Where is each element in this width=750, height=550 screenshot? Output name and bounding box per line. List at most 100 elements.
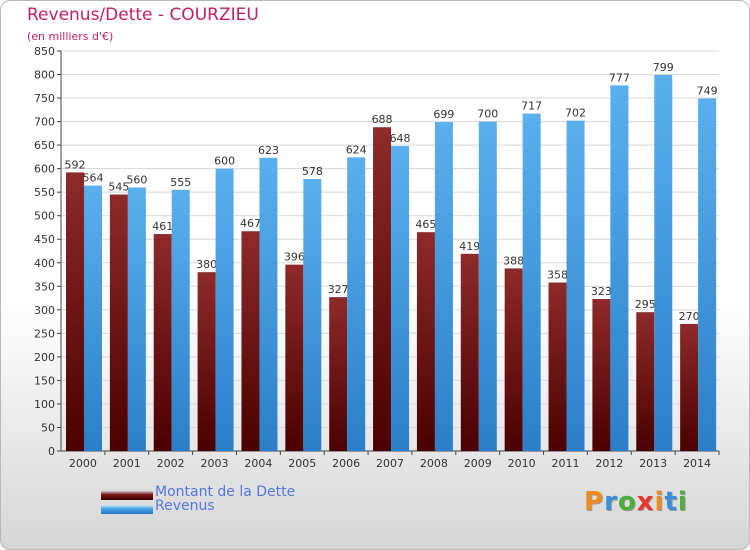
bar-debt bbox=[329, 297, 348, 451]
data-label-debt: 380 bbox=[196, 258, 217, 271]
y-tick-label: 150 bbox=[34, 374, 55, 387]
x-tick-label: 2006 bbox=[332, 457, 360, 470]
x-tick-label: 2007 bbox=[376, 457, 404, 470]
y-tick-label: 850 bbox=[34, 45, 55, 58]
data-label-debt: 323 bbox=[591, 285, 612, 298]
bar-revenue bbox=[434, 122, 453, 451]
legend-swatch-dette bbox=[101, 491, 153, 500]
bar-revenue bbox=[171, 189, 190, 451]
data-label-revenue: 749 bbox=[697, 85, 718, 98]
chart-subtitle: (en milliers d'€) bbox=[27, 30, 114, 43]
bar-debt bbox=[416, 232, 435, 451]
y-tick-label: 200 bbox=[34, 351, 55, 364]
data-label-revenue: 560 bbox=[126, 173, 147, 186]
bar-revenue bbox=[478, 121, 497, 452]
legend-label-dette: Montant de la Dette bbox=[155, 484, 296, 500]
x-tick-label: 2008 bbox=[420, 457, 448, 470]
data-label-debt: 592 bbox=[65, 158, 86, 171]
y-tick-label: 750 bbox=[34, 92, 55, 105]
bar-revenue bbox=[698, 98, 717, 451]
bar-debt bbox=[197, 272, 216, 451]
data-label-revenue: 799 bbox=[653, 61, 674, 74]
x-tick-label: 2005 bbox=[288, 457, 316, 470]
data-label-revenue: 717 bbox=[521, 100, 542, 113]
y-tick-label: 400 bbox=[34, 257, 55, 270]
data-label-debt: 688 bbox=[372, 113, 393, 126]
y-tick-label: 300 bbox=[34, 304, 55, 317]
x-tick-label: 2010 bbox=[508, 457, 536, 470]
y-tick-label: 100 bbox=[34, 398, 55, 411]
data-label-debt: 465 bbox=[415, 218, 436, 231]
bar-revenue bbox=[610, 85, 629, 452]
data-label-debt: 545 bbox=[108, 181, 129, 194]
bar-debt bbox=[680, 323, 699, 451]
bar-debt bbox=[153, 234, 172, 451]
x-tick-label: 2002 bbox=[157, 457, 185, 470]
data-label-revenue: 702 bbox=[565, 107, 586, 120]
x-tick-label: 2014 bbox=[683, 457, 711, 470]
legend-swatch-revenus bbox=[101, 505, 153, 514]
x-tick-label: 2009 bbox=[464, 457, 492, 470]
x-tick-label: 2013 bbox=[639, 457, 667, 470]
x-tick-label: 2000 bbox=[69, 457, 97, 470]
bar-debt bbox=[504, 268, 523, 451]
logo-letter: i bbox=[654, 487, 665, 517]
bar-revenue bbox=[215, 168, 234, 451]
logo-letter: P bbox=[584, 487, 605, 517]
bar-revenue bbox=[566, 120, 585, 451]
data-label-revenue: 700 bbox=[477, 108, 498, 121]
x-tick-label: 2012 bbox=[595, 457, 623, 470]
data-label-debt: 295 bbox=[635, 298, 656, 311]
y-tick-label: 650 bbox=[34, 139, 55, 152]
bar-debt bbox=[636, 312, 655, 451]
data-label-revenue: 648 bbox=[390, 132, 411, 145]
data-label-debt: 358 bbox=[547, 269, 568, 282]
y-tick-label: 0 bbox=[48, 445, 55, 458]
y-tick-label: 500 bbox=[34, 210, 55, 223]
y-tick-label: 350 bbox=[34, 280, 55, 293]
bar-debt bbox=[592, 299, 611, 451]
data-label-revenue: 777 bbox=[609, 71, 630, 84]
x-tick-label: 2003 bbox=[201, 457, 229, 470]
bar-debt bbox=[285, 264, 304, 451]
bar-debt bbox=[548, 282, 567, 451]
data-label-revenue: 578 bbox=[302, 165, 323, 178]
y-tick-label: 800 bbox=[34, 69, 55, 82]
data-label-debt: 270 bbox=[679, 310, 700, 323]
data-label-debt: 461 bbox=[152, 220, 173, 233]
bar-revenue bbox=[84, 185, 102, 451]
bar-revenue bbox=[303, 179, 322, 451]
data-label-revenue: 600 bbox=[214, 155, 235, 168]
data-label-debt: 467 bbox=[240, 217, 261, 230]
data-label-debt: 388 bbox=[503, 254, 524, 267]
legend-label-revenus: Revenus bbox=[155, 498, 215, 514]
logo-letter: i bbox=[677, 487, 688, 517]
x-tick-label: 2001 bbox=[113, 457, 141, 470]
logo-letter: r bbox=[604, 487, 618, 517]
data-label-revenue: 623 bbox=[258, 144, 279, 157]
data-label-revenue: 555 bbox=[170, 176, 191, 189]
y-tick-label: 450 bbox=[34, 233, 55, 246]
bar-debt bbox=[460, 253, 479, 451]
logo-letter: o bbox=[617, 487, 637, 517]
bar-revenue bbox=[127, 187, 146, 451]
bar-revenue bbox=[347, 157, 366, 451]
chart-title: Revenus/Dette - COURZIEU bbox=[27, 5, 259, 25]
data-label-debt: 419 bbox=[459, 240, 480, 253]
bar-debt bbox=[241, 231, 260, 451]
bar-revenue bbox=[259, 157, 278, 451]
data-label-revenue: 699 bbox=[433, 108, 454, 121]
y-tick-label: 600 bbox=[34, 163, 55, 176]
bar-revenue bbox=[522, 113, 541, 452]
x-tick-label: 2004 bbox=[244, 457, 272, 470]
logo-letter: x bbox=[636, 487, 655, 517]
y-tick-label: 700 bbox=[34, 116, 55, 129]
data-label-revenue: 624 bbox=[346, 143, 367, 156]
data-label-revenue: 564 bbox=[83, 172, 104, 185]
logo-letter: t bbox=[664, 487, 678, 517]
y-tick-label: 50 bbox=[41, 421, 55, 434]
bar-revenue bbox=[391, 146, 410, 451]
bar-debt bbox=[66, 172, 84, 452]
